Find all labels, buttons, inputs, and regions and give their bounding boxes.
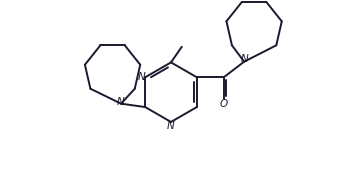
Text: N: N (240, 54, 248, 64)
Text: N: N (167, 121, 175, 131)
Text: O: O (220, 99, 228, 109)
Text: N: N (117, 97, 125, 107)
Text: N: N (137, 72, 145, 82)
